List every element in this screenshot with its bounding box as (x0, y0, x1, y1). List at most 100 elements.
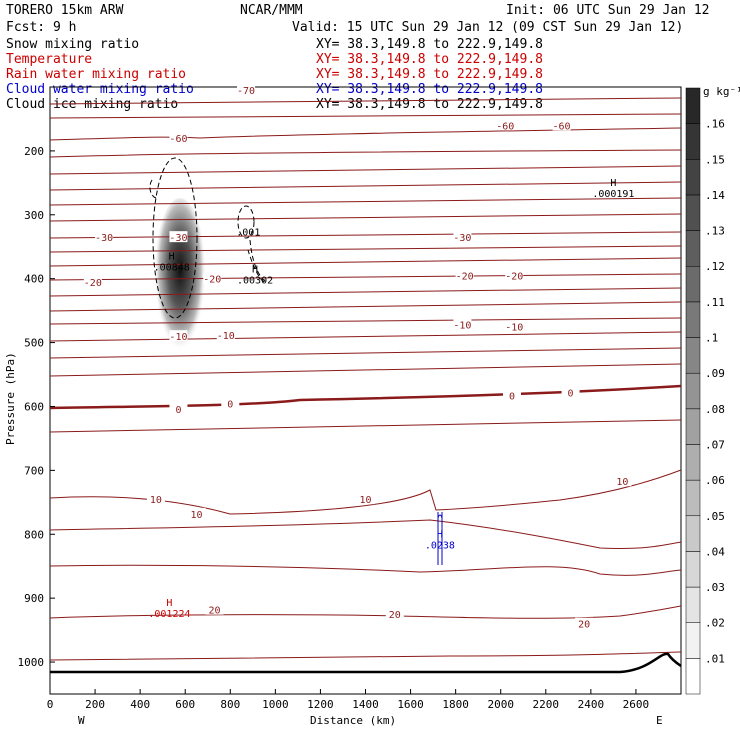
contour-label-bg (237, 84, 256, 96)
west-label: W (78, 714, 85, 727)
y-tick-label: 600 (24, 400, 44, 413)
temperature-label: -60 (553, 121, 571, 132)
forecast-hour: Fcst: 9 h (6, 20, 76, 35)
contour-label-bg (455, 269, 474, 281)
colorbar-swatch (685, 337, 701, 374)
field-name: Snow mixing ratio (6, 37, 139, 52)
temperature-label: 10 (359, 495, 371, 506)
y-tick-label: 800 (24, 528, 44, 541)
colorbar-tick-label: .11 (705, 296, 725, 309)
contour-label-bg (187, 507, 206, 519)
y-tick-label: 500 (24, 337, 44, 350)
colorbar-tick-label: .14 (705, 189, 725, 202)
x-tick-label: 600 (175, 698, 195, 711)
temperature-label: -60 (169, 134, 187, 145)
y-tick-label: 700 (24, 464, 44, 477)
colorbar-tick-label: .03 (705, 581, 725, 594)
valid-time: Valid: 15 UTC Sun 29 Jan 12 (09 CST Sun … (292, 20, 683, 35)
x-tick-label: 1400 (352, 698, 379, 711)
field-name: Rain water mixing ratio (6, 67, 186, 82)
temperature-label: 10 (616, 477, 628, 488)
colorbar-tick-label: .01 (705, 652, 725, 665)
temperature-label: 20 (208, 606, 220, 617)
contour-label-bg (502, 389, 521, 401)
temperature-label: 0 (227, 399, 233, 410)
colorbar-tick-label: .07 (705, 438, 725, 451)
colorbar-swatch (685, 123, 701, 160)
field-xy: XY= 38.3,149.8 to 222.9,149.8 (316, 67, 543, 82)
extremum-marker: H (437, 529, 443, 540)
contour-label-bg (203, 272, 222, 284)
temperature-label: -10 (453, 321, 471, 332)
colorbar-tick-label: .04 (705, 545, 725, 558)
contour-label-bg (216, 328, 235, 340)
colorbar-swatch (685, 159, 701, 196)
colorbar-tick-label: .05 (705, 510, 725, 523)
temperature-label: 0 (509, 392, 515, 403)
extremum-value: .00302 (237, 275, 273, 286)
colorbar-swatch (685, 515, 701, 552)
contour-label-bg (453, 231, 472, 243)
colorbar-tick-label: .09 (705, 367, 725, 380)
contour-label-bg (83, 275, 102, 287)
contour-label-bg (169, 330, 188, 342)
temperature-label: -30 (95, 233, 113, 244)
contour-label-bg (575, 617, 594, 629)
field-xy: XY= 38.3,149.8 to 222.9,149.8 (316, 37, 543, 52)
temperature-label: -20 (203, 275, 221, 286)
x-tick-label: 2600 (623, 698, 650, 711)
temperature-label: -10 (169, 332, 187, 343)
temperature-label: -10 (217, 331, 235, 342)
contour-label-bg (146, 493, 165, 505)
x-tick-label: 0 (47, 698, 54, 711)
colorbar-swatch (685, 586, 701, 623)
contour-label-bg (613, 475, 632, 487)
colorbar-swatch (685, 230, 701, 267)
extremum-marker: H (610, 178, 616, 189)
contour-label-bg (169, 132, 188, 144)
temperature-label: 0 (568, 388, 574, 399)
snow-shading (154, 198, 206, 358)
temperature-label: 0 (175, 405, 181, 416)
colorbar-swatch (685, 444, 701, 481)
colorbar-swatch (685, 408, 701, 445)
y-axis-label: Pressure (hPa) (4, 352, 17, 445)
colorbar-tick-label: .08 (705, 403, 725, 416)
contour-label-bg (205, 603, 224, 615)
temperature-label: 20 (578, 620, 590, 631)
x-tick-label: 2400 (578, 698, 605, 711)
colorbar-tick-label: .16 (705, 118, 725, 131)
extremum-value: .00848 (154, 263, 190, 274)
colorbar-tick-label: .02 (705, 617, 725, 630)
contour-label-bg (169, 231, 188, 243)
colorbar-tick-label: .13 (705, 225, 725, 238)
colorbar: g kg⁻¹ .01 .02 .03 .04 .05 .06 .07 .08 .09 .1 .11.… (685, 85, 740, 695)
x-tick-label: 1800 (442, 698, 469, 711)
colorbar-swatch (685, 479, 701, 517)
y-tick-label: 400 (24, 273, 44, 286)
extremum-value: .001 (236, 227, 260, 238)
temperature-label: -10 (505, 323, 523, 334)
temperature-label: -30 (453, 233, 471, 244)
contour-label-bg (505, 269, 524, 281)
y-tick-label: 200 (24, 145, 44, 158)
colorbar-units: g kg⁻¹ (703, 85, 740, 98)
temperature-label: -20 (456, 271, 474, 282)
temperature-label: 10 (190, 510, 202, 521)
colorbar-swatch (685, 87, 701, 124)
temperature-label: 20 (389, 610, 401, 621)
contour-label-bg (496, 119, 515, 131)
temperature-label: 10 (150, 495, 162, 506)
center-label: NCAR/MMM (240, 3, 303, 18)
colorbar-swatch (685, 658, 701, 695)
colorbar-tick-label: .15 (705, 153, 725, 166)
colorbar-tick-label: .12 (705, 260, 725, 273)
temperature-contours (49, 97, 682, 661)
x-tick-label: 200 (85, 698, 105, 711)
x-tick-label: 2000 (487, 698, 514, 711)
model-title: TORERO 15km ARW (6, 3, 124, 18)
x-tick-label: 1600 (397, 698, 424, 711)
extremum-marker: H (169, 252, 175, 263)
field-name: Cloud water mixing ratio (6, 82, 194, 97)
colorbar-swatch (685, 622, 701, 659)
